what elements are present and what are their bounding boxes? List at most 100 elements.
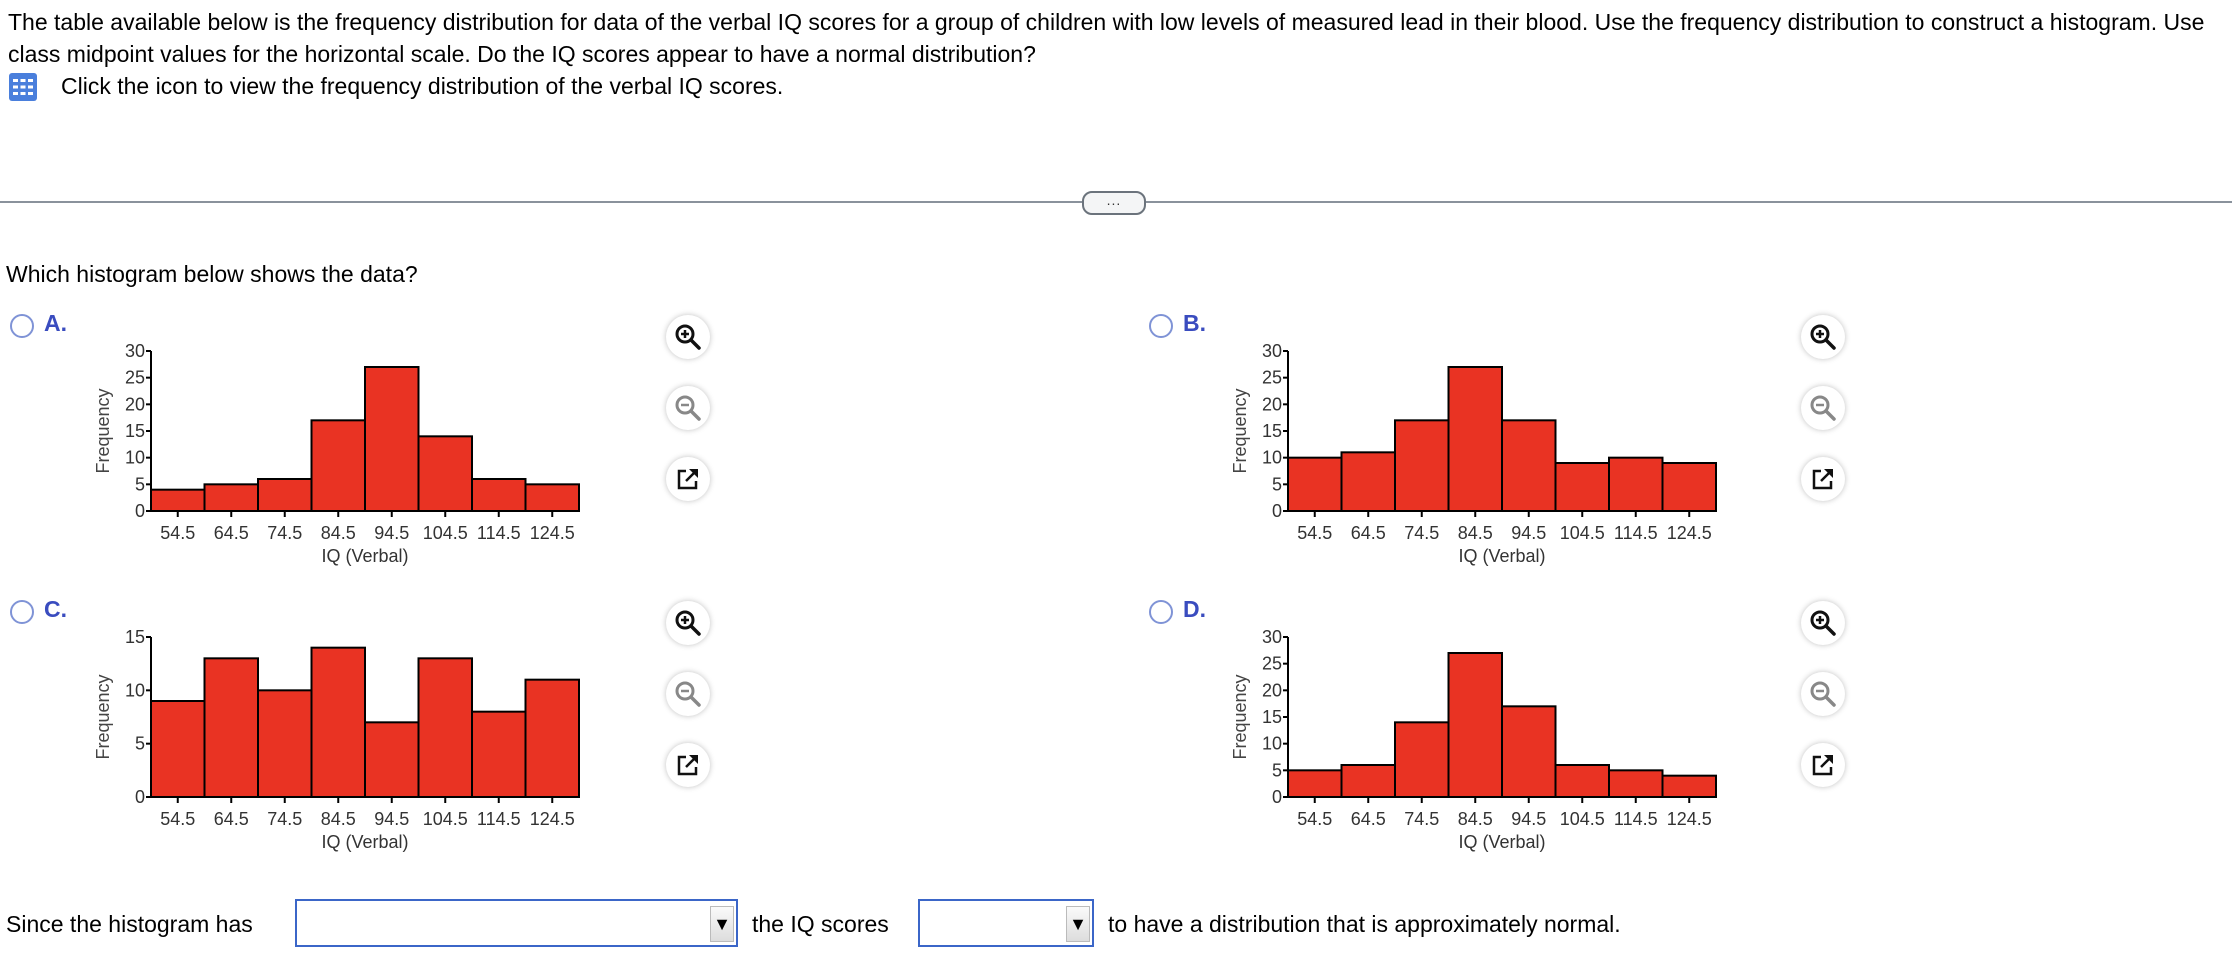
x-tick-label: 114.5: [1614, 523, 1658, 543]
external-link-icon: [1809, 465, 1837, 493]
y-tick-label: 25: [125, 368, 145, 388]
histogram-bar: [1340, 764, 1396, 798]
zoom-out-button[interactable]: [1801, 672, 1845, 716]
x-tick-label: 94.5: [374, 523, 409, 543]
option-d-label: D.: [1183, 596, 1206, 622]
zoom-in-icon: [673, 608, 703, 638]
table-grid-icon[interactable]: [8, 72, 38, 102]
x-tick-label: 94.5: [1511, 523, 1546, 543]
histogram-bar: [364, 366, 420, 512]
y-tick-label: 20: [1262, 394, 1282, 414]
histogram-bar: [417, 657, 473, 798]
zoom-in-icon: [1808, 608, 1838, 638]
histogram-bar: [1447, 366, 1503, 512]
more-button[interactable]: ...: [1082, 191, 1146, 215]
x-tick-label: 124.5: [1667, 523, 1712, 543]
histogram-bar: [1554, 764, 1610, 798]
y-tick-label: 10: [1262, 448, 1282, 468]
histogram-bar: [1287, 456, 1343, 512]
radio-option-c[interactable]: [10, 600, 34, 624]
y-tick-label: 10: [1262, 734, 1282, 754]
y-tick-label: 10: [125, 680, 145, 700]
zoom-in-icon: [1808, 322, 1838, 352]
y-tick-label: 0: [135, 501, 145, 521]
histogram-b: 0 5 10 15 20 25 30 54.5 64.5 74.5 84.5 94.5 104.5 114…: [1230, 341, 1717, 566]
x-tick-label: 94.5: [374, 809, 409, 829]
option-a-label: A.: [44, 310, 67, 336]
radio-option-d[interactable]: [1149, 600, 1173, 624]
x-tick-label: 54.5: [160, 809, 195, 829]
histogram-bar: [417, 435, 473, 513]
y-tick-label: 15: [1262, 421, 1282, 441]
zoom-out-icon: [1808, 679, 1838, 709]
x-axis-label: IQ (Verbal): [1458, 832, 1545, 852]
x-axis-label: IQ (Verbal): [1458, 546, 1545, 566]
zoom-out-button[interactable]: [666, 386, 710, 430]
y-tick-label: 15: [1262, 707, 1282, 727]
histogram-bar: [257, 478, 313, 512]
y-tick-label: 5: [135, 474, 145, 494]
histogram-bar: [1608, 456, 1664, 512]
external-link-icon: [1809, 751, 1837, 779]
zoom-out-button[interactable]: [1801, 386, 1845, 430]
zoom-in-button[interactable]: [1801, 315, 1845, 359]
x-tick-label: 104.5: [423, 523, 468, 543]
answer-text-1: Since the histogram has: [6, 911, 253, 937]
zoom-out-button[interactable]: [666, 672, 710, 716]
radio-option-a[interactable]: [10, 314, 34, 338]
external-link-button[interactable]: [666, 743, 710, 787]
histogram-bar: [1501, 419, 1557, 513]
histogram-feature-select[interactable]: ▼: [295, 899, 738, 947]
external-link-button[interactable]: [1801, 457, 1845, 501]
histogram-bar: [257, 689, 313, 798]
x-tick-label: 114.5: [477, 809, 521, 829]
x-tick-label: 124.5: [1667, 809, 1712, 829]
zoom-in-button[interactable]: [666, 315, 710, 359]
y-tick-label: 20: [1262, 680, 1282, 700]
answer-text-2: the IQ scores: [752, 911, 889, 937]
answer-text-3: to have a distribution that is approxima…: [1108, 911, 1621, 937]
y-tick-label: 30: [1262, 341, 1282, 361]
external-link-button[interactable]: [1801, 743, 1845, 787]
histogram-bar: [1661, 462, 1717, 512]
x-tick-label: 84.5: [321, 523, 356, 543]
y-tick-label: 20: [125, 394, 145, 414]
external-link-icon: [674, 751, 702, 779]
histogram-bar: [471, 478, 527, 512]
y-tick-label: 0: [135, 787, 145, 807]
appear-select[interactable]: ▼: [918, 899, 1094, 947]
histogram-bar: [203, 657, 259, 798]
x-tick-label: 74.5: [267, 809, 302, 829]
histogram-bar: [150, 700, 206, 798]
histogram-bar: [1287, 769, 1343, 798]
radio-option-b[interactable]: [1149, 314, 1173, 338]
histogram-bar: [1394, 721, 1450, 798]
option-c-label: C.: [44, 596, 67, 622]
x-tick-label: 94.5: [1511, 809, 1546, 829]
x-tick-label: 74.5: [1404, 809, 1439, 829]
zoom-in-button[interactable]: [1801, 601, 1845, 645]
histogram-bar: [1447, 652, 1503, 798]
zoom-in-button[interactable]: [666, 601, 710, 645]
x-tick-label: 124.5: [530, 523, 575, 543]
y-tick-label: 15: [125, 627, 145, 647]
question-text: The table available below is the frequen…: [8, 9, 2205, 67]
histogram-bar: [1554, 462, 1610, 512]
y-tick-label: 0: [1272, 501, 1282, 521]
view-table-link[interactable]: Click the icon to view the frequency dis…: [61, 73, 784, 99]
y-axis-label: Frequency: [93, 674, 113, 759]
external-link-button[interactable]: [666, 457, 710, 501]
x-tick-label: 104.5: [1560, 809, 1605, 829]
histogram-bar: [471, 710, 527, 799]
histogram-bar: [1661, 774, 1717, 799]
y-tick-label: 30: [125, 341, 145, 361]
x-tick-label: 74.5: [267, 523, 302, 543]
zoom-out-icon: [673, 393, 703, 423]
histogram-bar: [1394, 419, 1450, 513]
x-tick-label: 114.5: [1614, 809, 1658, 829]
histogram-c: 0 5 10 15 54.5 64.5 74.5 84.5 94.5 104.5 114.5 124.…: [93, 627, 580, 852]
external-link-icon: [674, 465, 702, 493]
zoom-out-icon: [673, 679, 703, 709]
histogram-bar: [1340, 451, 1396, 513]
x-tick-label: 124.5: [530, 809, 575, 829]
